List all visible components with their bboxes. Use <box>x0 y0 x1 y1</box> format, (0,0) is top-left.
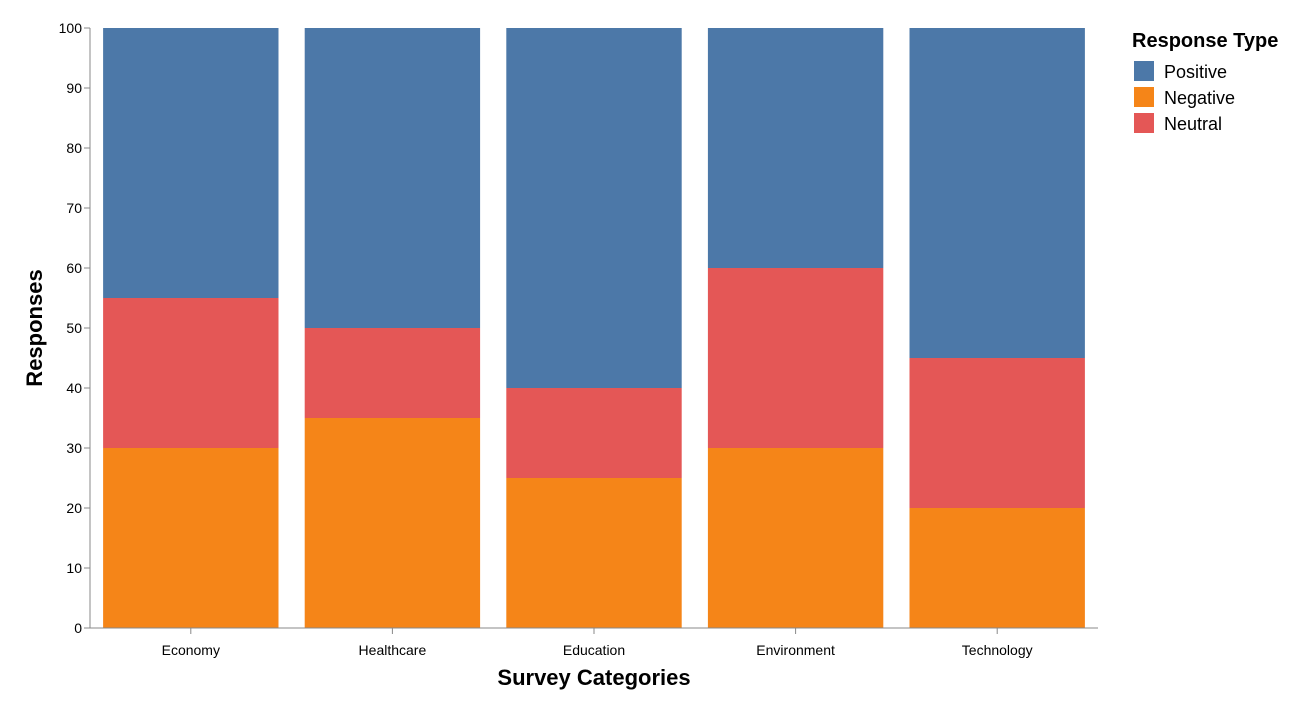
x-tick-label-environment: Environment <box>756 642 835 658</box>
y-tick-label: 40 <box>66 380 82 396</box>
legend-swatch-negative <box>1134 87 1154 107</box>
bar-environment-neutral <box>707 268 884 448</box>
y-tick-label: 0 <box>74 620 82 636</box>
bar-economy-positive <box>103 28 279 298</box>
legend-title: Response Type <box>1132 30 1278 52</box>
y-tick-label: 60 <box>66 260 82 276</box>
y-tick-label: 80 <box>66 140 82 156</box>
bar-environment-positive <box>707 28 884 268</box>
x-tick-label-technology: Technology <box>962 642 1033 658</box>
bar-education-negative <box>506 478 682 628</box>
y-tick-label: 30 <box>66 440 82 456</box>
bar-economy-negative <box>103 448 279 628</box>
y-tick-label: 20 <box>66 500 82 516</box>
legend-label-negative: Negative <box>1164 88 1235 108</box>
bar-healthcare-neutral <box>304 328 481 418</box>
x-tick-label-healthcare: Healthcare <box>359 642 427 658</box>
y-axis-title: Responses <box>22 269 47 386</box>
bars <box>103 28 1085 628</box>
y-axis: 0 10 20 30 40 50 60 70 80 90 100 <box>59 20 91 636</box>
bar-technology-positive <box>909 28 1085 358</box>
x-axis: Economy Healthcare Education Environment Tec… <box>90 627 1098 658</box>
x-tick-label-education: Education <box>563 642 625 658</box>
legend-label-positive: Positive <box>1164 62 1227 82</box>
legend: Response Type Positive Negative Neutral <box>1132 30 1278 134</box>
y-tick-label: 50 <box>66 320 82 336</box>
bar-technology-negative <box>909 508 1085 628</box>
bar-economy-neutral <box>103 298 279 448</box>
bar-healthcare-negative <box>304 418 481 628</box>
y-tick-label: 70 <box>66 200 82 216</box>
legend-swatch-neutral <box>1134 113 1154 133</box>
legend-swatch-positive <box>1134 61 1154 81</box>
bar-education-neutral <box>506 388 682 478</box>
bar-environment-negative <box>707 448 884 628</box>
y-tick-label: 90 <box>66 80 82 96</box>
legend-label-neutral: Neutral <box>1164 114 1222 134</box>
bar-healthcare-positive <box>304 28 481 328</box>
x-tick-label-economy: Economy <box>162 642 220 658</box>
y-tick-label: 100 <box>59 20 83 36</box>
bar-technology-neutral <box>909 358 1085 508</box>
y-tick-label: 10 <box>66 560 82 576</box>
x-axis-title: Survey Categories <box>497 665 690 690</box>
bar-education-positive <box>506 28 682 388</box>
